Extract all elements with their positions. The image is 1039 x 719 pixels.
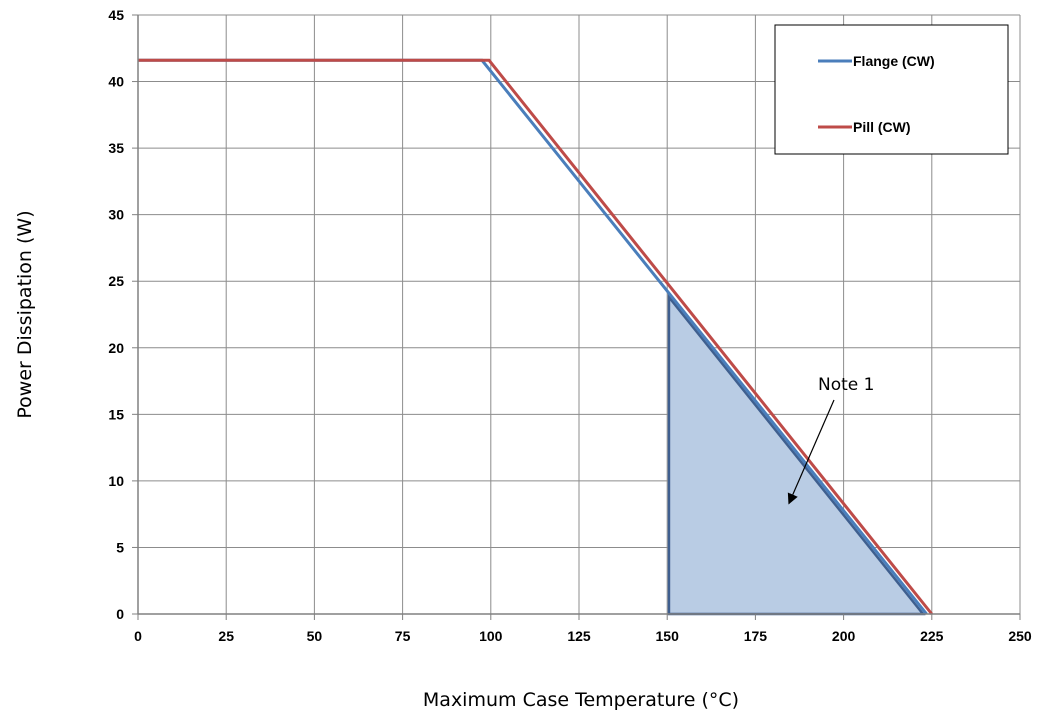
y-tick-label: 35: [108, 140, 124, 156]
y-tick-label: 45: [108, 7, 124, 23]
x-tick-label: 250: [1008, 628, 1032, 644]
x-axis-title: Maximum Case Temperature (°C): [423, 689, 739, 711]
y-tick-label: 5: [116, 539, 124, 555]
y-tick-label: 25: [108, 273, 124, 289]
x-tick-label: 100: [479, 628, 503, 644]
x-tick-label: 200: [832, 628, 856, 644]
x-tick-label: 125: [567, 628, 591, 644]
y-axis-title: Power Dissipation (W): [14, 210, 36, 418]
shaded-region: [667, 293, 926, 616]
x-tick-label: 175: [744, 628, 768, 644]
shaded-area: [667, 293, 926, 616]
x-tick-label: 0: [134, 628, 142, 644]
axes: [132, 14, 1021, 620]
annotation: Note 1: [787, 375, 874, 505]
x-tick-label: 50: [307, 628, 323, 644]
legend-box: [774, 24, 1009, 155]
y-tick-label: 10: [108, 473, 124, 489]
x-tick-label: 150: [656, 628, 680, 644]
y-tick-label: 40: [108, 74, 124, 90]
annotation-label: Note 1: [818, 375, 874, 395]
x-tick-label: 75: [395, 628, 411, 644]
y-tick-label: 15: [108, 406, 124, 422]
y-tick-label: 0: [116, 606, 124, 622]
x-tick-label: 225: [920, 628, 944, 644]
legend-label: Pill (CW): [853, 119, 911, 135]
series-lines: [138, 58, 933, 615]
legend-label: Flange (CW): [853, 53, 935, 69]
tick-labels: 0 5 10 15 20 25 30 35 40 45 0 25 50 75 100 125 150 175 200…: [108, 7, 1031, 644]
y-tick-label: 20: [108, 340, 124, 356]
y-tick-label: 30: [108, 207, 124, 223]
legend: Flange (CW) Pill (CW): [774, 24, 1009, 155]
x-tick-label: 25: [218, 628, 234, 644]
annotation-arrow: [787, 399, 835, 505]
series-line-pill: [138, 58, 933, 615]
